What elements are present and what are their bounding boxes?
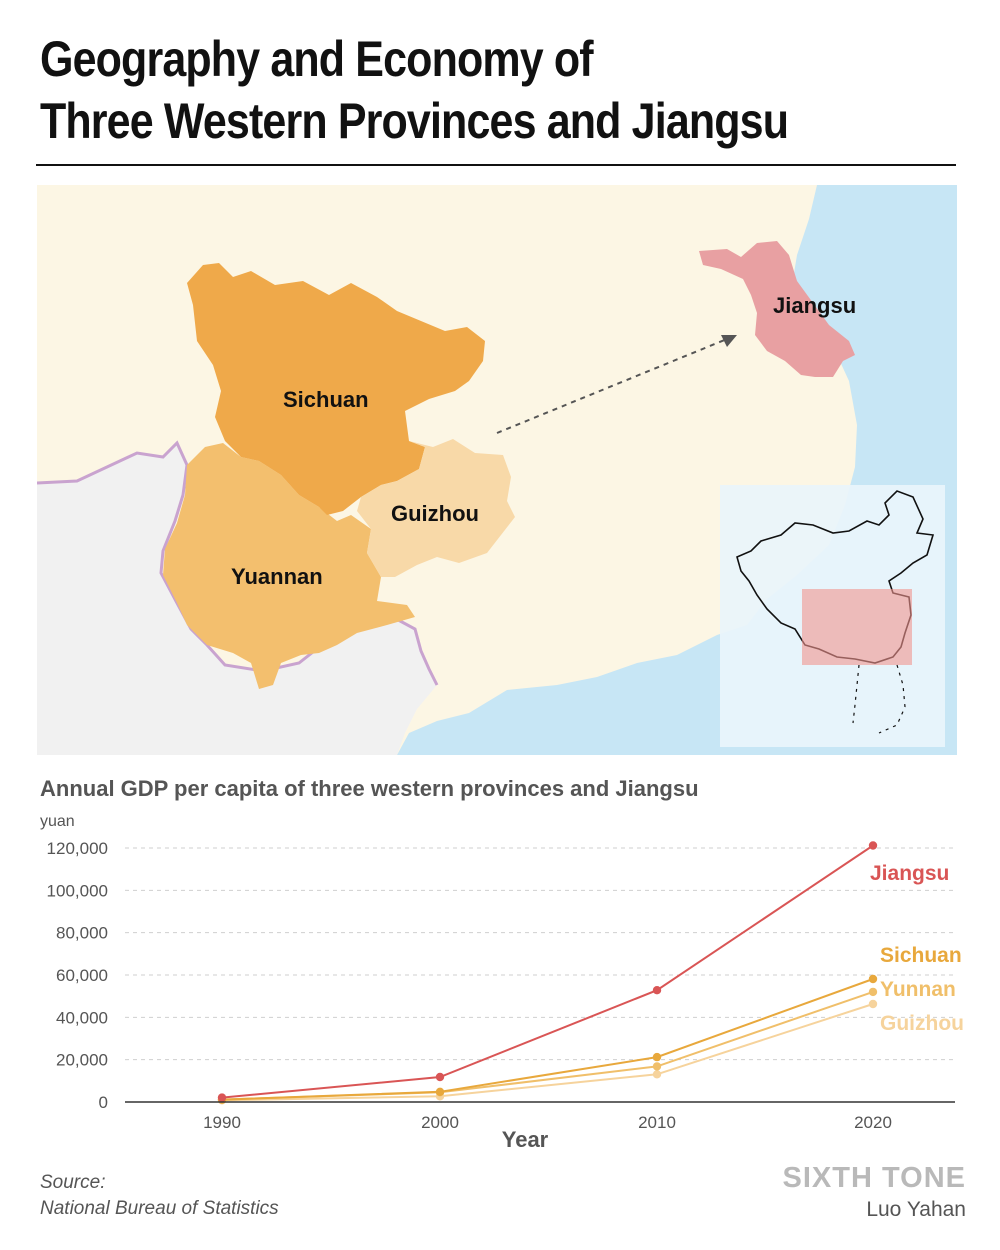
y-tick-label: 80,000: [56, 924, 108, 943]
map-label-jiangsu: Jiangsu: [773, 293, 856, 318]
y-tick-label: 100,000: [47, 881, 108, 900]
data-point-guizhou: [652, 1070, 662, 1079]
x-tick-label: 2000: [421, 1113, 459, 1132]
map-foreign-land: [37, 443, 437, 755]
x-tick-label: 2010: [638, 1113, 676, 1132]
x-tick-label: 2020: [854, 1113, 892, 1132]
china-outline-icon: [736, 490, 935, 664]
map-label-yunnan: Yuannan: [231, 564, 323, 589]
arrow-head-icon: [721, 335, 737, 347]
inset-highlight-box: [802, 589, 912, 665]
y-tick-labels: 0 20,000 40,000 60,000 80,000 100,000 120,000: [47, 839, 108, 1112]
map-connector-arrow: [496, 338, 728, 434]
title-line-2: Three Western Provinces and Jiangsu: [40, 93, 789, 149]
y-tick-label: 120,000: [47, 839, 108, 858]
y-tick-label: 40,000: [56, 1008, 108, 1027]
data-point-yunnan: [868, 987, 878, 997]
series-line-yunnan: [221, 990, 874, 1101]
series-label-jiangsu: Jiangsu: [870, 862, 949, 885]
series-line-guizhou: [221, 1003, 874, 1102]
source-name: National Bureau of Statistics: [40, 1198, 279, 1219]
data-point-jiangsu: [652, 986, 662, 995]
map-region-yunnan: [163, 443, 415, 689]
map-svg: Sichuan Guizhou Yuannan Jiangsu: [37, 185, 957, 755]
title-line-1: Geography and Economy of: [40, 31, 594, 87]
y-axis-unit: yuan: [40, 813, 75, 830]
map-region-guizhou: [357, 439, 515, 577]
south-china-sea-islands-icon: [852, 664, 906, 734]
sixth-tone-logo: SIXTH TONE: [782, 1162, 966, 1194]
x-tick-label: 1990: [203, 1113, 241, 1132]
data-point-guizhou: [868, 999, 878, 1009]
y-tick-label: 20,000: [56, 1051, 108, 1070]
series-labels: Jiangsu Sichuan Yunnan Guizhou: [870, 862, 964, 1035]
data-point-jiangsu: [868, 841, 878, 850]
map-region-jiangsu: [699, 241, 855, 377]
series-label-guizhou: Guizhou: [880, 1012, 964, 1035]
series-label-sichuan: Sichuan: [880, 944, 962, 967]
author-credit: Luo Yahan: [866, 1198, 966, 1221]
source-note: Source: National Bureau of Statistics: [40, 1170, 279, 1222]
source-label: Source:: [40, 1172, 106, 1193]
data-point-sichuan: [652, 1052, 662, 1062]
series-label-yunnan: Yunnan: [880, 978, 956, 1001]
data-point-sichuan: [435, 1087, 445, 1096]
map-region-sichuan: [187, 263, 485, 515]
x-tick-labels: 1990 2000 2010 2020: [203, 1113, 892, 1132]
data-point-jiangsu: [435, 1072, 445, 1082]
y-tick-label: 60,000: [56, 966, 108, 985]
map-label-guizhou: Guizhou: [391, 501, 479, 526]
data-point-sichuan: [868, 974, 878, 984]
series-line-jiangsu: [221, 844, 874, 1099]
y-tick-label: 0: [99, 1093, 108, 1112]
map-label-sichuan: Sichuan: [283, 387, 369, 412]
data-point-yunnan: [652, 1062, 662, 1071]
data-point-jiangsu: [217, 1093, 227, 1102]
page-title: Geography and Economy of Three Western P…: [40, 28, 831, 152]
chart-title: Annual GDP per capita of three western p…: [40, 776, 699, 801]
gdp-line-chart: yuan 0 20,000 40,000 60,000 80,000 100,000 120…: [40, 813, 964, 1152]
brand-block: SIXTH TONE Luo Yahan: [783, 1160, 967, 1224]
map-inset-locator: [720, 485, 945, 747]
grid-layer: [125, 847, 955, 1061]
x-axis-label: Year: [502, 1127, 549, 1152]
province-map: Sichuan Guizhou Yuannan Jiangsu: [37, 185, 957, 755]
series-layer: [217, 841, 878, 1105]
series-line-sichuan: [221, 978, 874, 1101]
title-divider: [36, 164, 956, 166]
